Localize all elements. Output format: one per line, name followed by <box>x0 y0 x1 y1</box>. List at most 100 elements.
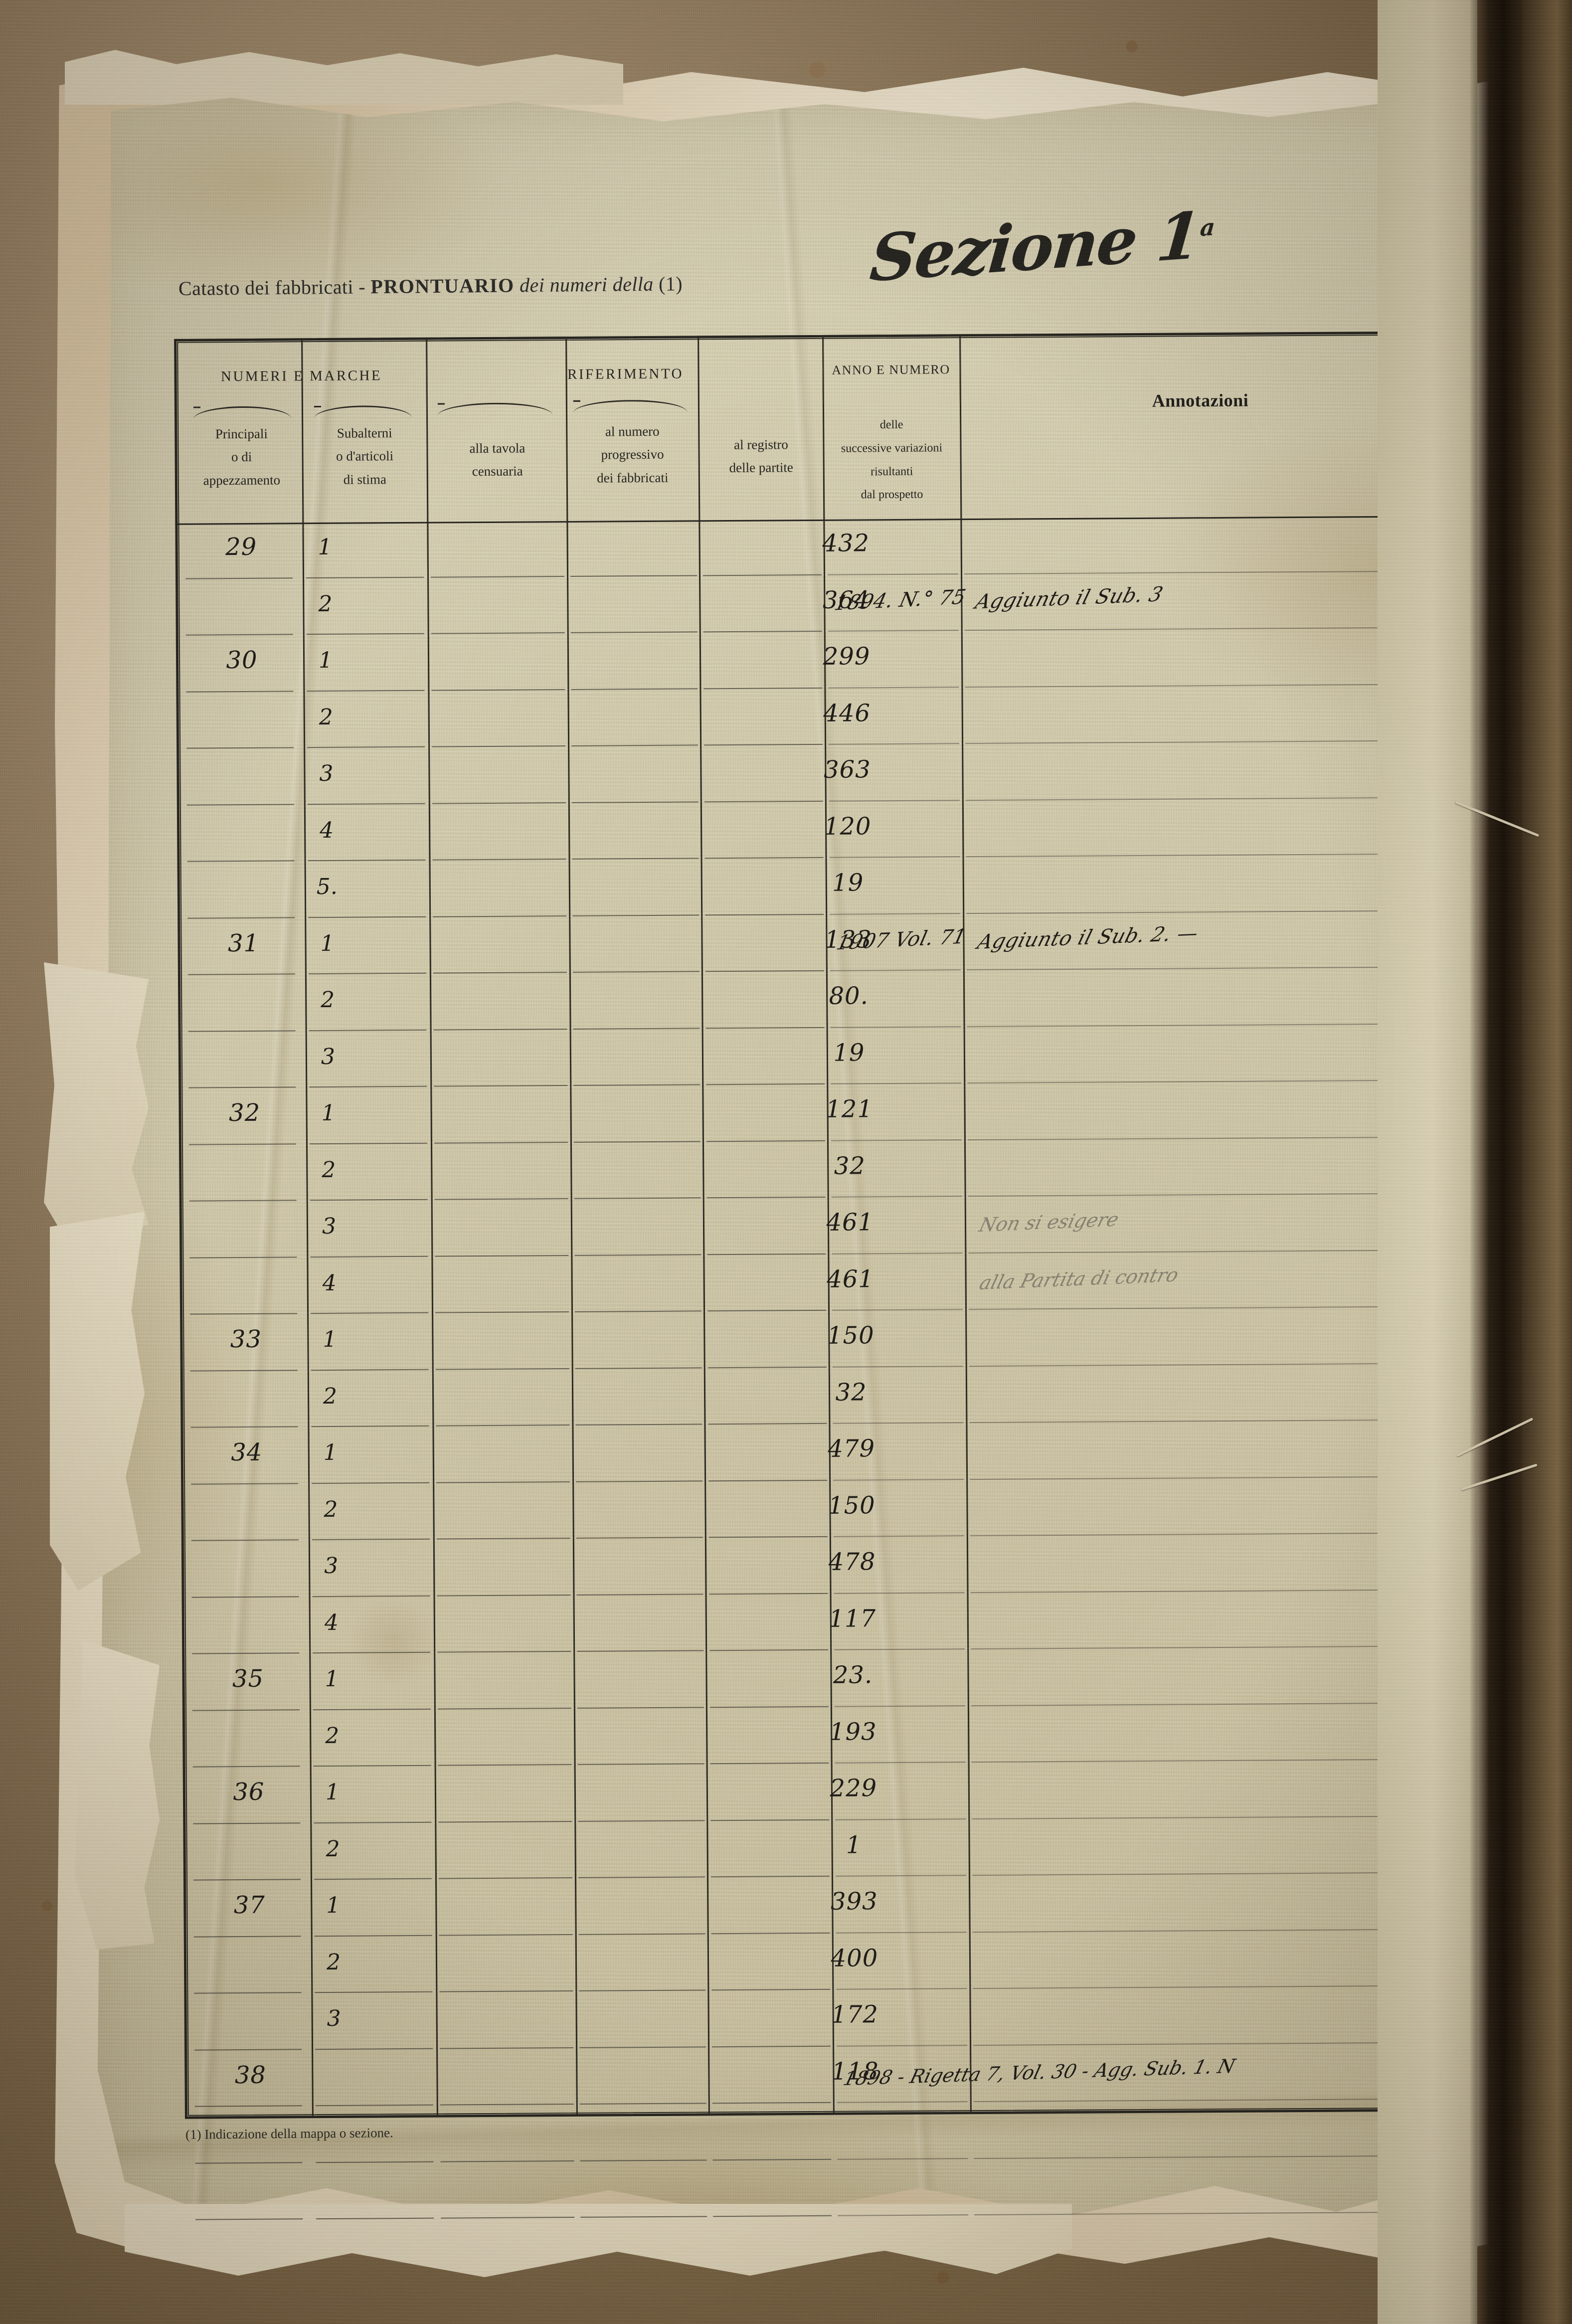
colhead-subalterni-l1: Subalterni <box>337 425 392 441</box>
cell-subalterni: 2 <box>326 1949 341 1975</box>
cell-registro: 19 <box>832 869 864 897</box>
cell-subalterni: 1 <box>318 647 333 674</box>
cell-registro: 120 <box>824 812 872 841</box>
colhead-anno-l1: delle <box>879 418 903 432</box>
title-prontuario: PRONTUARIO <box>370 274 515 298</box>
colhead-progressivo: al numero progressivo dei fabbricati <box>568 419 697 490</box>
cell-registro: 1 <box>846 1830 862 1859</box>
colhead-registro-l2: delle partite <box>729 460 793 476</box>
cell-subalterni: 2 <box>325 1723 340 1749</box>
cell-registro: 400 <box>831 1944 878 1972</box>
colhead-tavola-l2: censuaria <box>472 463 523 479</box>
cell-principali: 29 <box>225 533 257 561</box>
book-spine-shadow <box>1470 0 1524 2324</box>
colhead-progressivo-l1: al numero <box>605 423 660 439</box>
group-label-riferimento: RIFERIMENTO <box>567 365 684 382</box>
cell-registro: 19 <box>833 1038 865 1067</box>
cell-registro: 446 <box>823 699 871 727</box>
footnote: (1) Indicazione della mappa o sezione. <box>185 2125 393 2142</box>
colhead-principali: Principali o di appezzamento <box>184 422 299 492</box>
title-italic: dei numeri della <box>514 272 659 297</box>
group-header-riferimento: RIFERIMENTO <box>433 365 817 384</box>
cell-subalterni: 1 <box>320 930 335 956</box>
cell-principali: 31 <box>227 929 260 957</box>
colhead-subalterni-l3: di stima <box>343 472 387 487</box>
cell-registro: 461 <box>827 1264 874 1293</box>
colhead-tavola: alla tavola censuaria <box>430 436 565 484</box>
cell-subalterni: 1 <box>325 1779 340 1805</box>
group-header-numeri-e-marche: NUMERI E MARCHE <box>184 367 418 385</box>
cell-registro: 363 <box>823 755 871 784</box>
colhead-anno-l4: dal prospetto <box>861 488 923 502</box>
cell-principali: 38 <box>234 2061 267 2089</box>
cell-subalterni: 1 <box>323 1439 338 1466</box>
cell-subalterni: 4 <box>324 1609 339 1635</box>
book-cover-board <box>1522 0 1572 2324</box>
group-header-annotazioni: Annotazioni <box>962 388 1438 412</box>
cell-registro: 150 <box>827 1321 874 1350</box>
colhead-subalterni: Subalterni o d'articoli di stima <box>305 421 424 492</box>
cell-registro: 393 <box>830 1887 878 1916</box>
cell-subalterni: 1 <box>323 1326 337 1353</box>
cell-subalterni: 4 <box>319 817 334 843</box>
cell-principali: 37 <box>233 1891 266 1920</box>
colhead-anno-l2: successive variazioni <box>841 441 943 455</box>
cell-principali: 35 <box>232 1664 264 1693</box>
colhead-progressivo-l3: dei fabbricati <box>597 470 669 486</box>
cell-registro: 150 <box>828 1491 875 1520</box>
section-ordinal: a <box>1199 213 1215 242</box>
cell-subalterni: 2 <box>323 1383 338 1409</box>
cell-subalterni: 2 <box>318 591 333 617</box>
colhead-progressivo-l2: progressivo <box>601 447 664 463</box>
colhead-principali-l2: o di <box>231 449 252 465</box>
cell-subalterni: 1 <box>326 1892 341 1918</box>
cell-subalterni: 1 <box>325 1666 339 1692</box>
paper-fiber-texture <box>98 98 1444 2218</box>
page-gutter-edge <box>1378 0 1477 2324</box>
cell-principali: 36 <box>233 1778 265 1806</box>
cell-subalterni: 3 <box>324 1553 339 1579</box>
colhead-subalterni-l2: o d'articoli <box>336 448 394 464</box>
cell-subalterni: 1 <box>318 534 332 560</box>
paper-stain-overlay <box>98 98 1444 2218</box>
cell-subalterni: 2 <box>321 987 335 1013</box>
page-title: Catasto dei fabbricati - PRONTUARIO dei … <box>178 272 683 300</box>
cell-subalterni: 2 <box>326 1836 340 1862</box>
cell-registro: 172 <box>831 2000 879 2029</box>
cell-principali: 30 <box>226 646 258 675</box>
colhead-principali-l1: Principali <box>215 426 268 442</box>
paper-flap-left-middle <box>50 1212 145 1591</box>
cell-registro: 479 <box>828 1434 875 1463</box>
cell-registro: 432 <box>822 529 870 557</box>
prontuario-table: NUMERI E MARCHE RIFERIMENTO ANNO E NUMER… <box>174 331 1451 2220</box>
cell-subalterni: 3 <box>322 1213 337 1240</box>
colhead-tavola-l1: alla tavola <box>469 440 525 456</box>
cell-subalterni: 1 <box>321 1100 336 1126</box>
colhead-anno: delle successive variazioni risultanti d… <box>824 413 959 507</box>
cell-subalterni: 3 <box>327 2005 341 2031</box>
cell-registro: 299 <box>823 642 871 671</box>
group-label-numeri: NUMERI E MARCHE <box>220 367 382 385</box>
cell-subalterni: 2 <box>322 1157 336 1183</box>
cell-principali: 32 <box>228 1098 261 1127</box>
paper-flap-left-upper <box>44 962 149 1242</box>
cell-subalterni: 4 <box>322 1270 337 1296</box>
cell-registro: 23. <box>833 1661 873 1689</box>
cell-registro: 461 <box>826 1208 874 1237</box>
cell-registro: 193 <box>829 1717 877 1746</box>
paper-flap-left-lower <box>75 1640 160 1950</box>
colhead-anno-l3: risultanti <box>871 465 913 478</box>
cell-registro: 121 <box>826 1095 873 1123</box>
cell-principali: 33 <box>230 1325 262 1354</box>
annotazioni-label: Annotazioni <box>1152 390 1249 411</box>
cell-registro: 80. <box>829 982 869 1010</box>
cell-subalterni: 2 <box>324 1496 338 1522</box>
cell-registro: 117 <box>829 1604 876 1633</box>
group-header-anno-e-numero: ANNO E NUMERO <box>825 362 957 378</box>
cell-registro: 32 <box>835 1378 867 1407</box>
cell-registro: 32 <box>834 1151 866 1180</box>
cell-subalterni: 3 <box>321 1044 336 1070</box>
title-footnote-ref: (1) <box>658 272 683 295</box>
colhead-registro: al registro delle partite <box>700 433 822 480</box>
